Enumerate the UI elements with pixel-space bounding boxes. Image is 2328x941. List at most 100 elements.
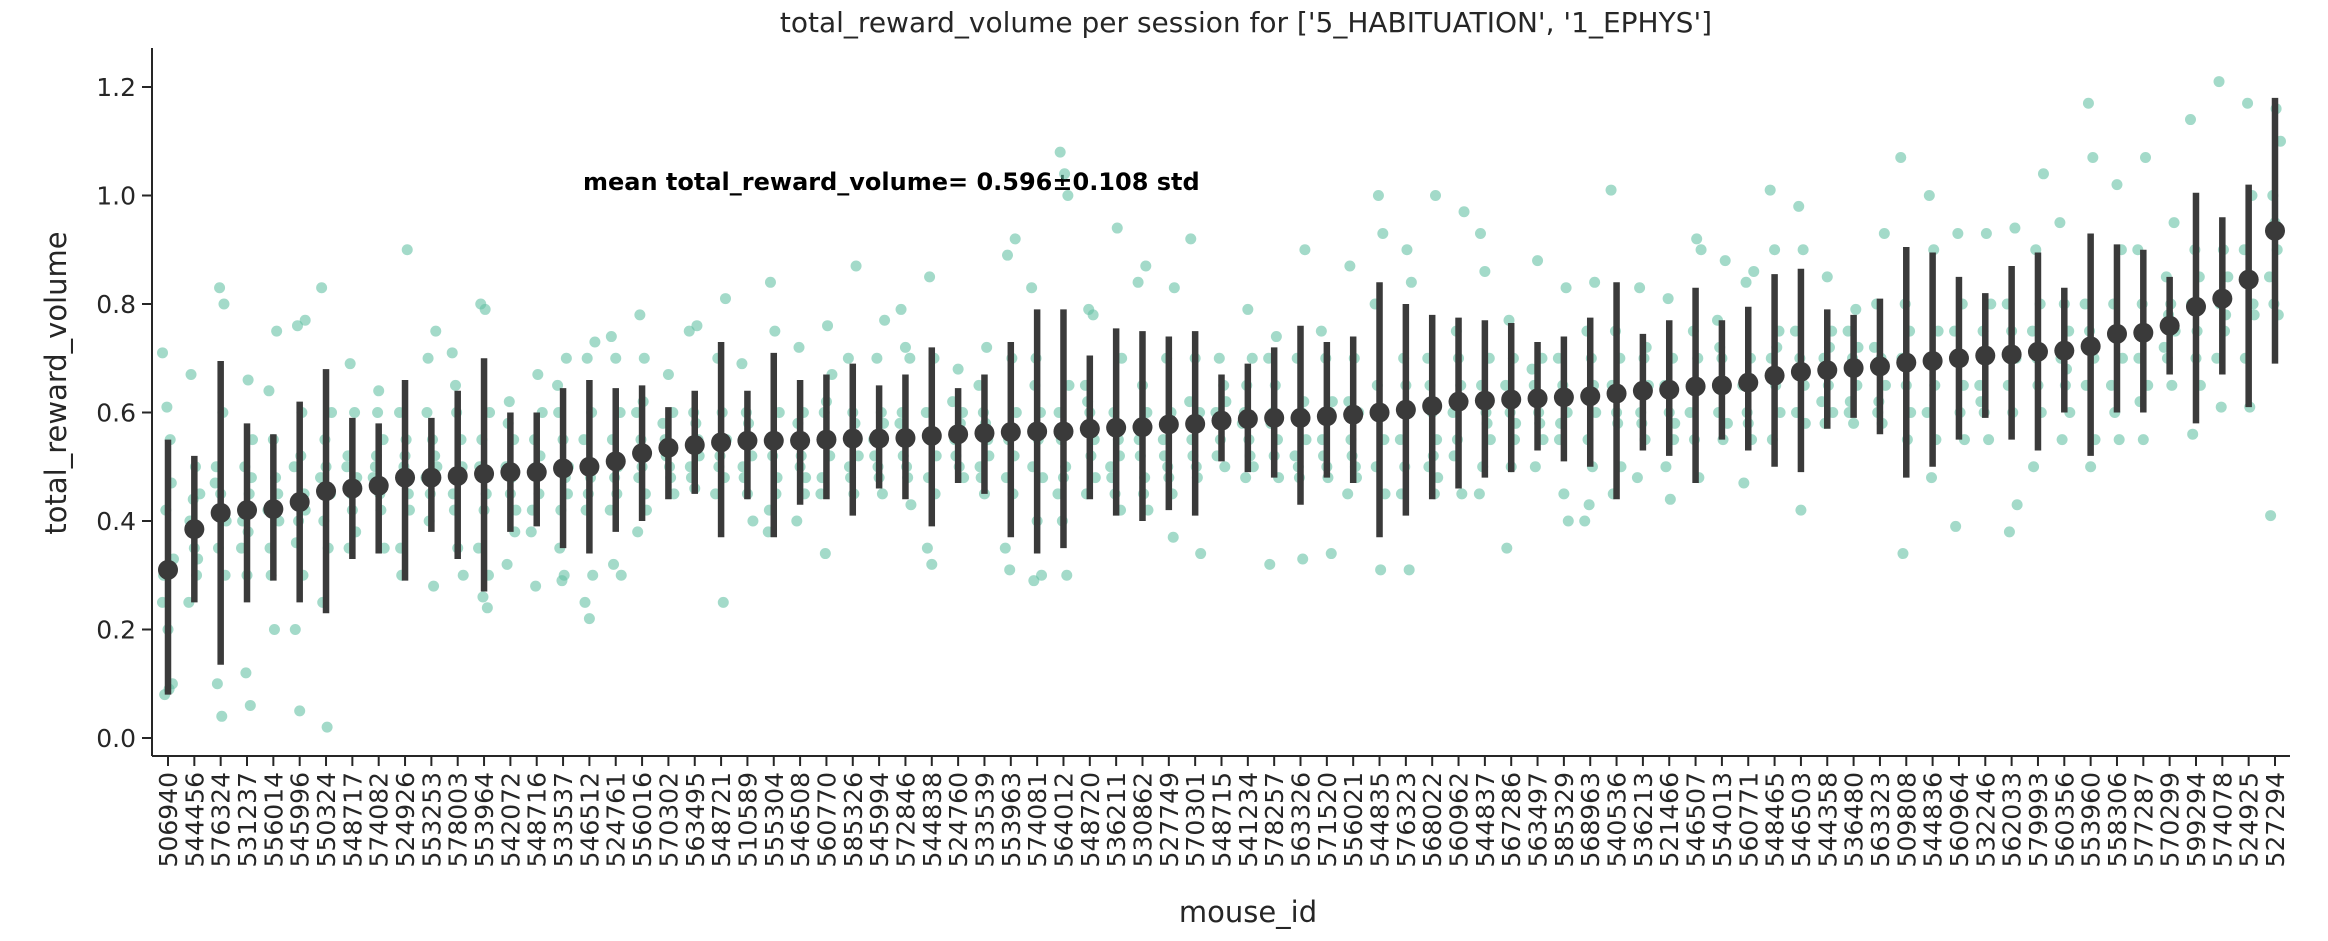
data-point [1579,515,1591,527]
data-point [717,596,729,608]
y-tick-label: 1.0 [96,182,136,211]
x-tick-label: 574082 [365,772,394,867]
mean-marker [1896,352,1917,373]
data-point [1405,276,1417,288]
data-point [1270,331,1282,343]
data-point [1631,472,1643,484]
y-tick-labels: 0.0 0.2 0.4 0.6 0.8 1.0 1.2 [96,73,152,753]
data-point [2265,510,2277,522]
x-tick-label: 564012 [1049,772,1078,867]
data-point [2054,217,2066,229]
mean-marker [1738,372,1759,393]
x-tick-label: 548716 [523,772,552,867]
y-tick-label: 0.4 [96,507,136,536]
mean-marker [1764,365,1785,386]
data-point [560,352,572,364]
mean-marker [1685,376,1706,397]
data-point [1821,271,1833,283]
x-tick-label: 548720 [1076,772,1105,867]
data-point [2184,114,2196,126]
x-tick-label: 563495 [681,772,710,867]
mean-marker [1843,358,1864,379]
mean-marker [2159,315,2180,336]
data-point [1185,233,1197,245]
mean-marker [263,499,284,520]
x-tick-label: 530862 [1128,772,1157,867]
x-tick-label: 544836 [1919,772,1948,867]
mean-marker [1185,413,1206,434]
data-point [422,352,434,364]
data-point [1558,488,1570,500]
x-tick-label: 558306 [2103,772,2132,867]
mean-marker [184,519,205,540]
data-point [1695,244,1707,256]
x-tick-label: 506940 [154,772,183,867]
mean-marker [2238,269,2259,290]
data-point [240,667,252,679]
x-tick-label: 532246 [1971,772,2000,867]
data-point [428,580,440,592]
x-tick-label: 578257 [1260,772,1289,867]
mean-marker [790,430,811,451]
data-point [1473,488,1485,500]
data-point [1054,146,1066,158]
data-point [321,721,333,733]
data-point [899,341,911,353]
data-point [1062,190,1074,201]
x-tick-label: 571520 [1313,772,1342,867]
data-point [1299,244,1311,256]
x-tick-label: 556016 [628,772,657,867]
mean-marker [2027,341,2048,362]
data-point [1589,276,1601,288]
data-point [1923,190,1935,201]
x-tick-label: 546508 [786,772,815,867]
data-point [2166,379,2178,391]
data-point [1168,282,1180,294]
data-point [457,569,469,581]
x-tick-label: 524926 [391,772,420,867]
y-tick-label: 0.8 [96,290,136,319]
data-point [1002,249,1013,261]
x-tick-label: 545996 [286,772,315,867]
data-point [2028,461,2040,473]
x-tick-label: 574078 [2208,772,2237,867]
y-tick-label: 0.0 [96,724,136,753]
data-point [1297,553,1309,565]
data-point [1219,461,1231,473]
data-point [1474,227,1486,239]
mean-marker [684,435,705,456]
mean-marker [1290,407,1311,428]
x-tick-label: 563326 [1287,772,1316,867]
mean-marker [869,428,890,449]
x-tick-label: 554013 [1708,772,1737,867]
x-tick-label: 509808 [1892,772,1921,867]
mean-marker [1711,375,1732,396]
data-point [1195,548,1207,560]
x-tick-label: 560771 [1734,772,1763,867]
data-point [871,352,883,364]
x-tick-label: 599294 [2182,772,2211,867]
data-point [1028,575,1040,587]
mean-marker [1079,418,1100,439]
data-point [634,309,646,321]
x-tick-label: 545994 [865,772,894,867]
mean-annotation: mean total_reward_volume= 0.596±0.108 st… [583,168,1200,196]
mean-marker [1975,345,1996,366]
x-tick-label: 560964 [1945,772,1974,867]
data-point [1950,520,1962,532]
data-point [421,407,433,418]
mean-marker [1553,387,1574,408]
x-tick-label: 540536 [1603,772,1632,867]
y-tick-label: 1.2 [96,73,136,102]
data-point [1797,244,1809,256]
data-point [1897,548,1909,560]
data-point [263,385,275,397]
x-tick-label: 542072 [496,772,525,867]
mean-marker [447,465,468,486]
data-point [1605,184,1617,196]
x-tick-label: 563323 [1866,772,1895,867]
mean-marker [1211,410,1232,431]
data-point [2113,434,2125,446]
data-point [850,260,862,272]
mean-marker [1501,389,1522,410]
